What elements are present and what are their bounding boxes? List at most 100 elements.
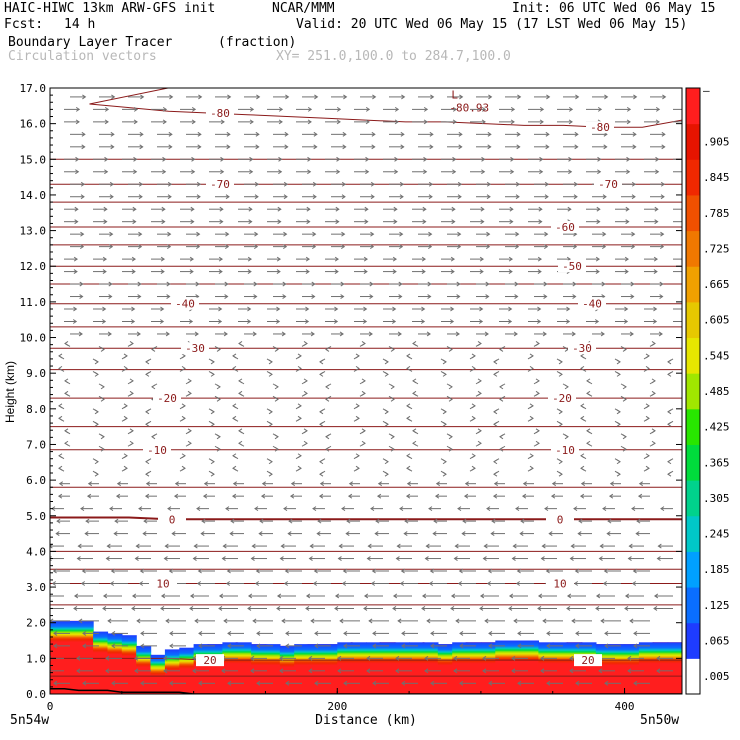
vector-head bbox=[198, 643, 203, 649]
vector-head bbox=[421, 269, 426, 274]
vector-head bbox=[548, 531, 553, 537]
vector-head bbox=[100, 384, 105, 390]
vector-head bbox=[632, 144, 637, 150]
vector-head bbox=[429, 568, 434, 574]
vector-head bbox=[366, 668, 371, 674]
vector-head bbox=[309, 543, 314, 549]
vector-head bbox=[305, 593, 311, 599]
colorbar-label: .005 bbox=[703, 670, 730, 683]
vector-head bbox=[653, 593, 659, 599]
vector-head bbox=[311, 294, 316, 299]
vector-head bbox=[479, 593, 485, 599]
vector-head bbox=[638, 481, 644, 487]
contour-label: -30 bbox=[185, 342, 205, 355]
vector-head bbox=[540, 556, 545, 561]
tracer-gradient-column bbox=[552, 642, 568, 673]
vector-head bbox=[399, 194, 404, 200]
vector-head bbox=[76, 556, 81, 561]
vector-head bbox=[511, 556, 516, 561]
vector-head bbox=[452, 156, 457, 162]
vector-head bbox=[283, 231, 288, 237]
vector-head bbox=[653, 306, 658, 312]
vector-head bbox=[216, 446, 221, 452]
vector-head bbox=[276, 269, 281, 274]
vector-head bbox=[102, 606, 107, 611]
vector-head bbox=[577, 531, 582, 537]
vector-head bbox=[661, 131, 666, 137]
vector-head bbox=[622, 396, 627, 402]
vector-head bbox=[457, 194, 462, 200]
vector-head bbox=[194, 331, 199, 337]
vector-head bbox=[313, 131, 318, 137]
vector-head bbox=[145, 421, 150, 427]
vector-head bbox=[566, 606, 571, 611]
vector-head bbox=[79, 281, 84, 287]
y-tick-label: 6.0 bbox=[26, 474, 46, 487]
vector-head bbox=[486, 506, 491, 512]
vector-head bbox=[190, 206, 195, 212]
contour-label: -10 bbox=[147, 444, 167, 457]
tracer-gradient-column bbox=[322, 644, 338, 675]
vector-head bbox=[100, 434, 105, 440]
colorbar-swatch bbox=[686, 123, 700, 160]
vector-head bbox=[163, 556, 168, 561]
vector-head bbox=[161, 219, 166, 225]
vector-head bbox=[372, 643, 377, 649]
vector-head bbox=[210, 471, 215, 477]
vector-head bbox=[169, 680, 174, 686]
vector-head bbox=[151, 434, 156, 440]
vector-head bbox=[510, 106, 516, 112]
vector-head bbox=[631, 181, 637, 187]
contour-label: -70 bbox=[210, 178, 230, 191]
vector-head bbox=[103, 206, 108, 212]
vector-head bbox=[58, 365, 63, 371]
vector-head bbox=[168, 568, 173, 574]
vector-head bbox=[276, 606, 281, 611]
colorbar-swatch bbox=[686, 301, 700, 339]
vector-head bbox=[160, 606, 165, 611]
vector-head bbox=[160, 269, 165, 274]
vector-head bbox=[100, 347, 105, 352]
vector-head bbox=[453, 556, 458, 561]
vector-head bbox=[342, 144, 347, 150]
vector-head bbox=[423, 169, 428, 175]
colorbar-label: .905 bbox=[703, 135, 730, 148]
vector-head bbox=[258, 531, 263, 537]
vector-head bbox=[543, 281, 548, 287]
tracer-gradient-column bbox=[251, 644, 267, 675]
vector-head bbox=[450, 269, 455, 274]
vector-head bbox=[627, 655, 632, 661]
vector-head bbox=[421, 593, 427, 599]
vector-head bbox=[161, 206, 166, 212]
vector-head bbox=[511, 668, 516, 674]
vector-head bbox=[283, 181, 289, 187]
colorbar-label: – bbox=[703, 84, 710, 97]
vector-head bbox=[375, 518, 380, 524]
vector-head bbox=[341, 581, 347, 586]
vector-head bbox=[288, 518, 293, 524]
contour-label-bg bbox=[586, 121, 614, 134]
contour-label: -10 bbox=[555, 444, 575, 457]
vector-head bbox=[297, 365, 302, 371]
vector-head bbox=[249, 119, 254, 125]
vector-head bbox=[107, 618, 112, 624]
vector-head bbox=[384, 371, 389, 377]
vector-head bbox=[442, 359, 447, 365]
vector-head bbox=[181, 403, 186, 409]
vector-head bbox=[516, 568, 521, 574]
vector-head bbox=[544, 181, 550, 187]
colorbar-swatch bbox=[686, 266, 700, 303]
vector-head bbox=[521, 493, 527, 499]
y-tick-label: 10.0 bbox=[20, 332, 47, 345]
vector-head bbox=[659, 281, 664, 287]
vector-head bbox=[558, 421, 563, 427]
contour-label-bg bbox=[153, 392, 181, 405]
vector-head bbox=[109, 181, 115, 187]
tracer-gradient-column bbox=[351, 642, 367, 673]
vector-head bbox=[341, 181, 347, 187]
vector-head bbox=[232, 415, 237, 421]
vector-head bbox=[133, 119, 138, 125]
vector-head bbox=[308, 556, 313, 561]
vector-head bbox=[682, 307, 685, 311]
vector-head bbox=[355, 403, 360, 409]
